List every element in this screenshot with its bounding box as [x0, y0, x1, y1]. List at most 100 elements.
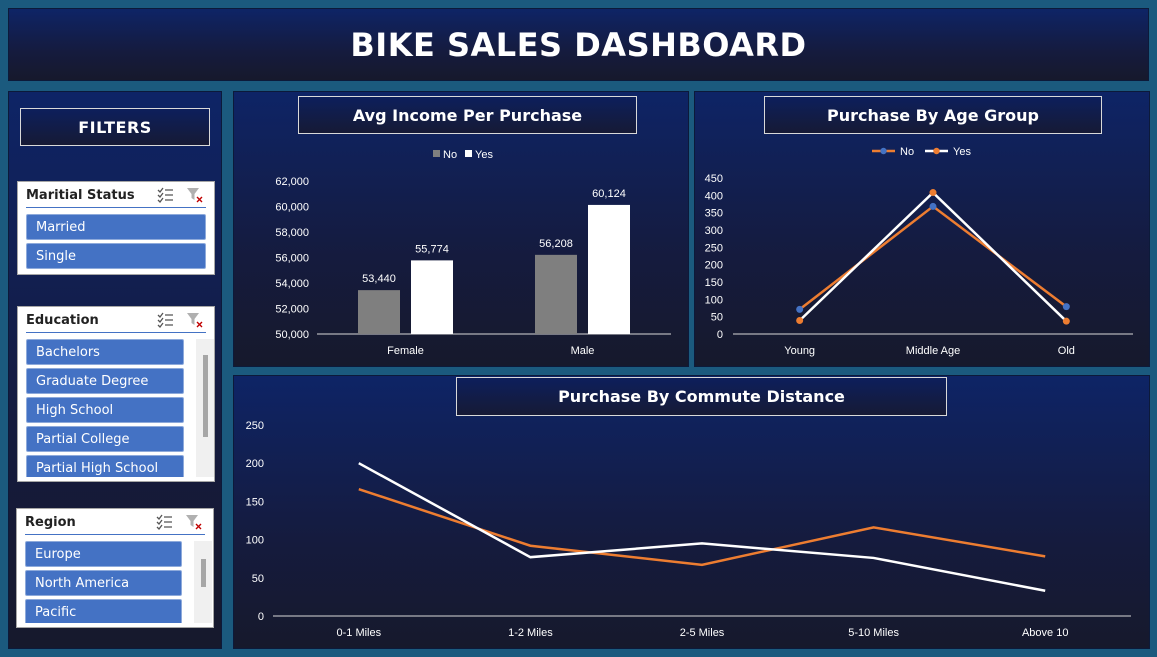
- slicer-item-single[interactable]: Single: [26, 243, 206, 269]
- y-tick-label: 450: [705, 173, 723, 185]
- slicer-title: Maritial Status: [26, 188, 135, 203]
- y-tick-label: 150: [246, 496, 264, 508]
- commute-distance-title: Purchase By Commute Distance: [456, 377, 947, 416]
- slicer-item-bachelors[interactable]: Bachelors: [26, 339, 184, 365]
- y-tick-label: 50: [252, 573, 264, 585]
- y-tick-label: 50,000: [275, 329, 309, 341]
- series-line-1: [358, 487, 1046, 567]
- y-tick-label: 100: [246, 535, 264, 547]
- slicer-items-list: Bachelors Graduate Degree High School Pa…: [18, 337, 216, 477]
- slicer-header: Maritial Status: [26, 182, 206, 208]
- slicer-header: Region: [25, 509, 205, 535]
- x-tick-label: 1-2 Miles: [508, 627, 553, 639]
- clear-filter-icon[interactable]: [185, 513, 203, 531]
- y-tick-label: 50: [711, 312, 723, 324]
- x-tick-label: Male: [571, 345, 595, 357]
- avg-income-title: Avg Income Per Purchase: [298, 96, 637, 134]
- y-tick-label: 250: [246, 420, 264, 432]
- bar-no: [535, 254, 577, 334]
- y-tick-label: 54,000: [275, 278, 309, 290]
- y-tick-label: 200: [705, 260, 723, 272]
- x-tick-label: Female: [387, 345, 424, 357]
- y-tick-label: 62,000: [275, 176, 309, 188]
- avg-income-chart: 50,000 52,000 54,000 56,000 58,000 60,000 62,0…: [275, 149, 671, 357]
- y-tick-label: 350: [705, 208, 723, 220]
- x-tick-label: Young: [784, 345, 815, 357]
- multi-select-icon[interactable]: [156, 311, 174, 329]
- legend-label: Yes: [475, 149, 493, 161]
- x-tick-label: Above 10: [1022, 627, 1068, 639]
- slicer-education: Education Bachelors Graduate Degree High…: [17, 306, 215, 482]
- legend-label: Yes: [953, 146, 971, 158]
- slicer-title: Education: [26, 313, 99, 328]
- slicer-item-high-school[interactable]: High School: [26, 397, 184, 423]
- legend-swatch-no: [433, 150, 440, 157]
- slicer-item-pacific[interactable]: Pacific: [25, 599, 182, 623]
- slicer-marital-status: Maritial Status Married Single: [17, 181, 215, 275]
- legend-swatch-yes: [465, 150, 472, 157]
- y-tick-label: 250: [705, 242, 723, 254]
- slicer-item-north-america[interactable]: North America: [25, 570, 182, 596]
- region-scrollbar[interactable]: [194, 541, 212, 623]
- slicer-item-europe[interactable]: Europe: [25, 541, 182, 567]
- series-line-yes: [798, 190, 1068, 323]
- data-label: 56,208: [539, 238, 573, 250]
- x-tick-label: Middle Age: [906, 345, 960, 357]
- clear-filter-icon[interactable]: [186, 186, 204, 204]
- y-tick-label: 400: [705, 190, 723, 202]
- slicer-header: Education: [26, 307, 206, 333]
- multi-select-icon[interactable]: [156, 186, 174, 204]
- data-label: 60,124: [592, 188, 626, 200]
- data-point-yes: [1062, 317, 1070, 325]
- series-line-2: [358, 462, 1046, 593]
- y-tick-label: 200: [246, 458, 264, 470]
- avg-income-panel: Avg Income Per Purchase 50,000 52,000 54,0…: [233, 91, 689, 367]
- y-tick-label: 56,000: [275, 253, 309, 265]
- data-point-no: [796, 305, 804, 313]
- y-tick-label: 60,000: [275, 202, 309, 214]
- dashboard-header: BIKE SALES DASHBOARD: [8, 8, 1149, 81]
- age-group-chart: 0 50 100 150 200 250 300 350 400 450 Young Middle A…: [705, 146, 1133, 357]
- y-tick-label: 150: [705, 277, 723, 289]
- data-point-no: [1062, 303, 1070, 311]
- x-tick-label: 0-1 Miles: [336, 627, 381, 639]
- y-tick-label: 300: [705, 225, 723, 237]
- y-tick-label: 0: [258, 611, 264, 623]
- age-group-title: Purchase By Age Group: [764, 96, 1102, 134]
- age-group-panel: Purchase By Age Group 0 50 100 150 200 250 300…: [694, 91, 1150, 367]
- filters-title: FILTERS: [20, 108, 210, 146]
- slicer-region: Region Europe North America Pacific: [16, 508, 214, 628]
- scroll-thumb[interactable]: [203, 355, 208, 437]
- multi-select-icon[interactable]: [155, 513, 173, 531]
- legend-label: No: [443, 149, 457, 161]
- slicer-item-graduate-degree[interactable]: Graduate Degree: [26, 368, 184, 394]
- data-point-yes: [796, 316, 804, 324]
- data-label: 53,440: [362, 273, 396, 285]
- filters-sidebar: FILTERS Maritial Status Married Single E…: [8, 91, 222, 649]
- x-tick-label: 2-5 Miles: [680, 627, 725, 639]
- bar-yes: [588, 204, 630, 334]
- slicer-item-married[interactable]: Married: [26, 214, 206, 240]
- x-tick-label: 5-10 Miles: [848, 627, 899, 639]
- legend-marker-yes: [933, 147, 940, 155]
- education-scrollbar[interactable]: [196, 339, 214, 477]
- y-tick-label: 100: [705, 294, 723, 306]
- slicer-item-partial-college[interactable]: Partial College: [26, 426, 184, 452]
- y-tick-label: 0: [717, 329, 723, 341]
- bar-no: [358, 290, 400, 334]
- commute-distance-chart: 0 50 100 150 200 250 0-1 Miles 1-2 Miles 2-5 Mil…: [246, 420, 1131, 639]
- legend-label: No: [900, 146, 914, 158]
- data-point-no: [929, 202, 937, 210]
- slicer-item-partial-high-school[interactable]: Partial High School: [26, 455, 184, 477]
- x-tick-label: Old: [1058, 345, 1075, 357]
- series-line-no: [798, 204, 1068, 311]
- y-tick-label: 58,000: [275, 227, 309, 239]
- slicer-title: Region: [25, 515, 76, 530]
- dashboard-title: BIKE SALES DASHBOARD: [350, 25, 807, 64]
- scroll-thumb[interactable]: [201, 559, 206, 587]
- legend-marker-no: [880, 147, 887, 155]
- data-label: 55,774: [415, 243, 449, 255]
- data-point-yes: [929, 189, 937, 197]
- clear-filter-icon[interactable]: [186, 311, 204, 329]
- y-tick-label: 52,000: [275, 304, 309, 316]
